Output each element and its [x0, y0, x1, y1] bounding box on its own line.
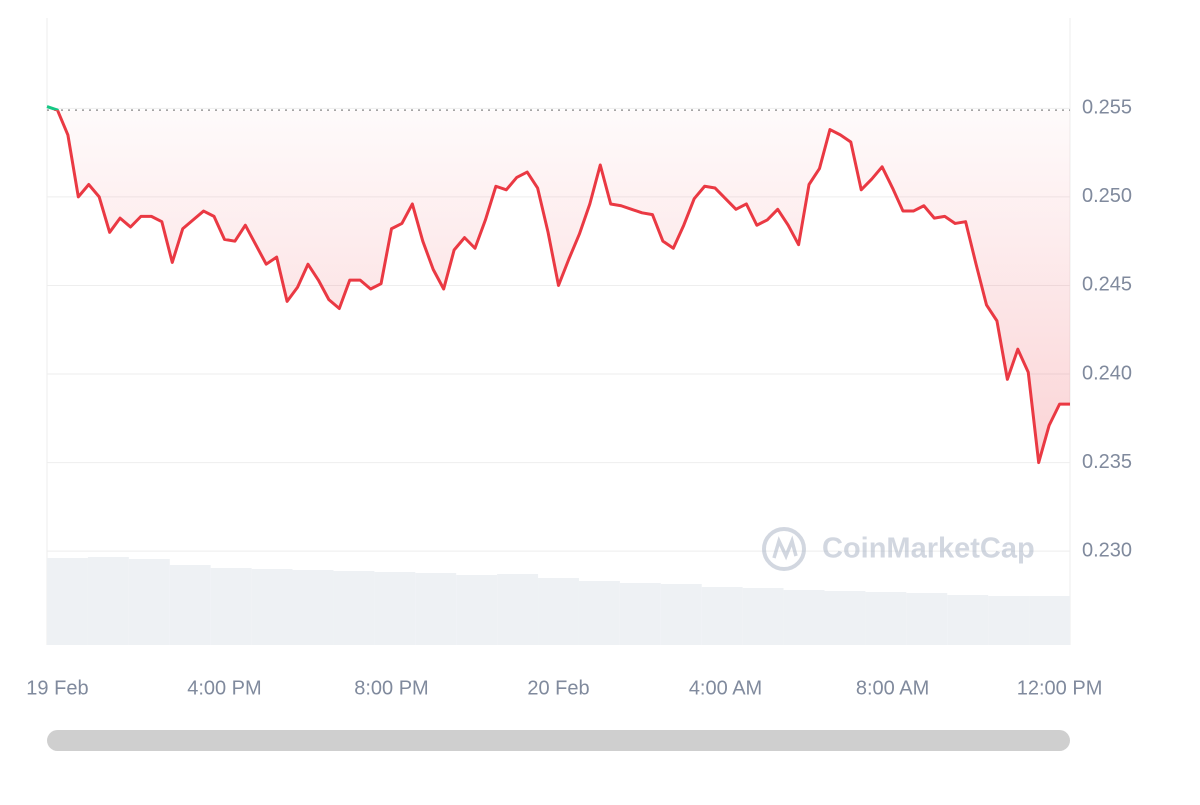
volume-bar [906, 593, 948, 645]
volume-bar [456, 575, 498, 645]
volume-bar [333, 571, 375, 645]
x-tick-label: 8:00 PM [354, 677, 428, 699]
volume-bar [47, 558, 88, 645]
area-fill [47, 110, 1070, 463]
volume-bar [988, 596, 1030, 645]
y-tick-label: 0.245 [1082, 274, 1132, 296]
y-tick-label: 0.230 [1082, 539, 1132, 561]
volume-bar [742, 588, 784, 645]
volume-bar [783, 590, 825, 645]
watermark-logo [772, 535, 798, 561]
x-tick-label: 12:00 PM [1017, 677, 1103, 699]
scrollbar[interactable] [47, 730, 1070, 751]
y-tick-label: 0.255 [1082, 97, 1132, 119]
volume-bar [87, 557, 129, 645]
y-tick-label: 0.235 [1082, 451, 1132, 473]
volume-bar [128, 559, 170, 645]
volume-bar [210, 568, 252, 645]
x-tick-label: 8:00 AM [856, 677, 929, 699]
y-tick-label: 0.240 [1082, 362, 1132, 384]
volume-bar [497, 574, 539, 645]
x-tick-label: 20 Feb [527, 677, 589, 699]
volume-bar [947, 595, 989, 645]
y-tick-label: 0.250 [1082, 185, 1132, 207]
price-line [52, 110, 1070, 465]
x-tick-label: 4:00 AM [689, 677, 762, 699]
watermark-text: CoinMarketCap [822, 533, 1035, 565]
volume-bar [619, 583, 661, 645]
volume-bar [415, 573, 457, 645]
volume-bar [374, 572, 416, 645]
watermark-logo [762, 527, 806, 571]
volume-bar [660, 584, 702, 645]
volume-bar [169, 565, 211, 645]
x-tick-label: 19 Feb [26, 677, 88, 699]
volume-bar [824, 591, 866, 645]
volume-bar [1029, 596, 1070, 645]
volume-bar [701, 587, 743, 645]
volume-bar [292, 570, 334, 645]
plot: 0.230 0.235 0.240 0.245 0.250 0.255 19 Feb 4:00… [26, 18, 1132, 699]
volume-bar [538, 578, 579, 645]
volume-bar [578, 581, 620, 645]
volume-bar [251, 569, 293, 645]
x-tick-label: 4:00 PM [187, 677, 261, 699]
volume-bar [865, 592, 907, 645]
watermark: CoinMarketCap [762, 527, 1035, 571]
